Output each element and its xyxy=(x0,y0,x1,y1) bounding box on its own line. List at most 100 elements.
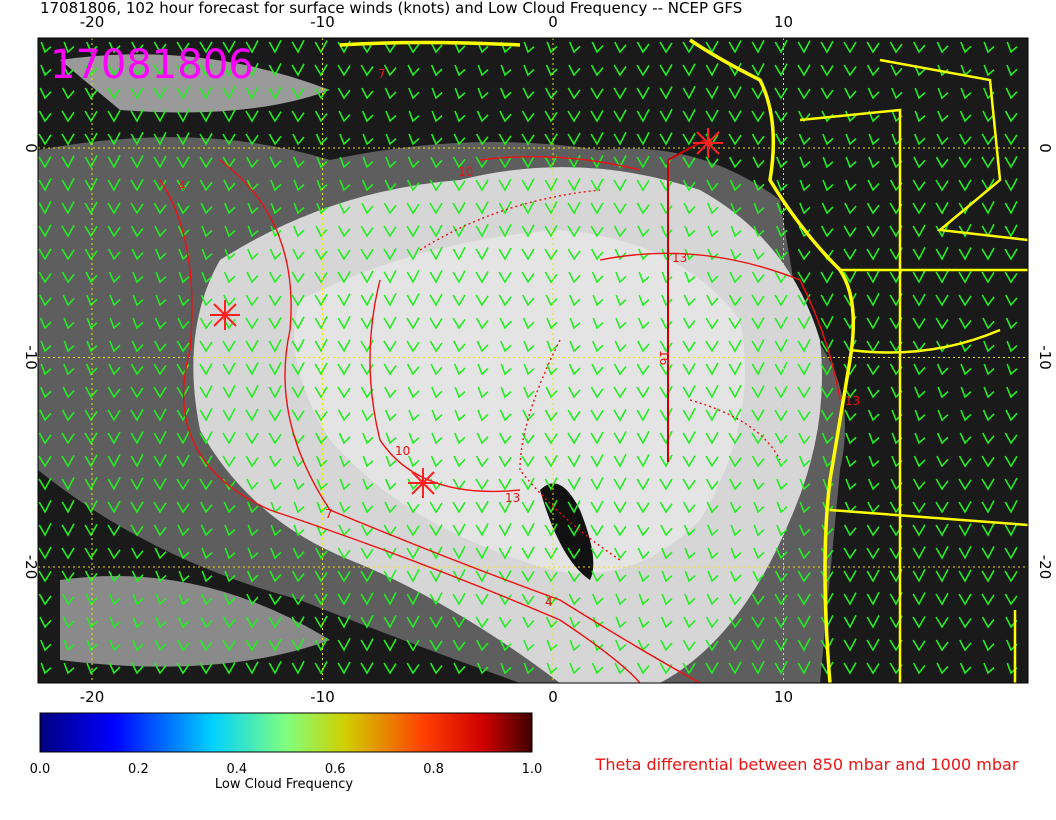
wind-barb xyxy=(154,639,167,652)
wind-barb xyxy=(429,202,443,215)
wind-barb xyxy=(867,87,880,100)
wind-barb xyxy=(475,545,489,560)
wind-barb xyxy=(39,317,52,330)
wind-barb xyxy=(867,501,880,514)
wind-barb xyxy=(154,225,167,238)
wind-barb xyxy=(268,593,282,606)
wind-barb xyxy=(293,501,305,514)
wind-barb xyxy=(935,639,949,652)
wind-barb xyxy=(178,570,190,583)
wind-barb xyxy=(500,340,512,353)
wind-barb xyxy=(108,662,121,675)
wind-barb xyxy=(178,248,190,261)
wind-barb xyxy=(728,639,742,652)
wind-barb xyxy=(109,593,121,606)
wind-barb xyxy=(475,523,489,537)
wind-barb xyxy=(613,431,627,445)
wind-barb xyxy=(383,340,397,353)
wind-barb xyxy=(682,63,696,77)
wind-barb xyxy=(797,40,811,54)
wind-barb xyxy=(959,110,972,123)
wind-barb xyxy=(84,476,98,491)
wind-barb xyxy=(223,271,236,284)
wind-barb xyxy=(591,41,604,54)
wind-barb xyxy=(429,501,443,514)
wind-barb xyxy=(107,409,121,422)
wind-barb xyxy=(339,501,351,514)
wind-barb xyxy=(62,593,75,606)
wind-barb xyxy=(591,662,604,675)
wind-barb xyxy=(523,41,535,54)
wind-barb xyxy=(820,409,834,422)
wind-barb xyxy=(866,41,880,54)
wind-barb xyxy=(108,363,121,376)
wind-barb xyxy=(314,64,328,77)
wind-barb xyxy=(774,294,788,307)
wind-barb xyxy=(797,409,811,422)
wind-barb xyxy=(406,179,420,192)
wind-barb xyxy=(292,455,305,468)
wind-barb xyxy=(108,41,121,54)
wind-barb xyxy=(38,522,52,537)
wind-barb xyxy=(705,109,719,123)
wind-barb xyxy=(728,616,742,629)
wind-barb xyxy=(728,432,742,445)
wind-barb xyxy=(315,455,328,468)
wind-barb xyxy=(245,408,259,422)
wind-barb xyxy=(774,338,788,353)
wind-barb xyxy=(452,317,466,330)
contour-label: 13 xyxy=(505,491,520,505)
grid xyxy=(38,38,1028,683)
wind-barb xyxy=(682,639,696,652)
wind-barb xyxy=(107,453,121,468)
wind-barb xyxy=(40,662,52,675)
wind-barb xyxy=(682,431,696,445)
wind-barb xyxy=(521,224,535,238)
wind-barb xyxy=(682,455,696,468)
wind-barb xyxy=(314,316,328,330)
cloud-region xyxy=(60,54,330,113)
wind-barb xyxy=(270,179,282,192)
wind-barb xyxy=(475,223,489,238)
wind-barb xyxy=(176,430,190,445)
wind-barb xyxy=(84,432,98,445)
wind-barb xyxy=(408,432,420,445)
wind-barb xyxy=(913,455,926,468)
wind-barb xyxy=(408,455,420,468)
wind-barb xyxy=(107,132,121,146)
wind-barb xyxy=(153,477,167,491)
wind-barb xyxy=(452,545,466,560)
wind-barb xyxy=(108,570,121,583)
wind-barb xyxy=(199,363,213,376)
wind-barb xyxy=(454,64,466,77)
wind-barb xyxy=(61,248,75,261)
wind-barb xyxy=(453,363,466,376)
wind-barb xyxy=(406,524,420,537)
wind-barb xyxy=(107,202,121,215)
date-stamp: 17081806 xyxy=(50,42,254,88)
wind-barb xyxy=(224,570,236,583)
wind-barb xyxy=(776,179,788,192)
wind-barb xyxy=(429,616,443,629)
contour-label: 13 xyxy=(672,251,687,265)
wind-barb xyxy=(682,156,696,169)
wind-barb xyxy=(176,340,190,353)
wind-barb xyxy=(751,110,765,123)
lon-label-bottom: -20 xyxy=(80,688,105,706)
wind-barb xyxy=(178,271,190,284)
wind-barb xyxy=(866,615,880,629)
wind-barb xyxy=(774,63,788,77)
wind-barb xyxy=(707,547,719,560)
wind-barb xyxy=(729,501,742,514)
wind-barb xyxy=(40,340,52,353)
wind-barb xyxy=(798,432,811,445)
wind-barb xyxy=(568,64,581,77)
wind-barb xyxy=(751,317,765,330)
wind-barb xyxy=(222,639,236,652)
wind-barb xyxy=(544,201,558,215)
wind-barb xyxy=(1004,178,1018,192)
wind-barb xyxy=(522,616,535,629)
wind-barb xyxy=(751,339,765,353)
wind-barb xyxy=(499,409,512,422)
wind-barb xyxy=(314,293,328,307)
